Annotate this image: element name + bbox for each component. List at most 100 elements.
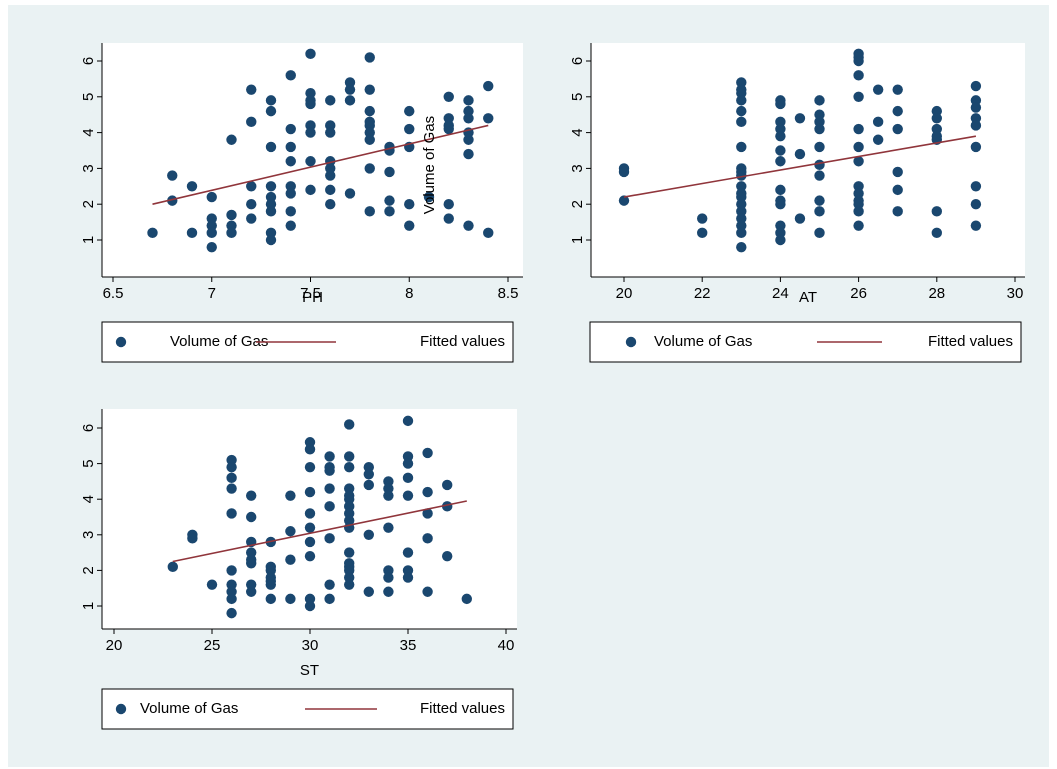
- data-point: [736, 77, 747, 88]
- y-tick-label: 4: [80, 128, 97, 136]
- y-tick-label: 4: [80, 495, 97, 503]
- data-point: [853, 181, 864, 192]
- data-point: [187, 533, 198, 544]
- data-point: [226, 134, 237, 145]
- data-point: [285, 156, 296, 167]
- data-point: [872, 116, 884, 128]
- fitted-line: [623, 135, 977, 198]
- data-point: [206, 220, 217, 231]
- data-point: [226, 593, 237, 605]
- data-point: [324, 579, 335, 590]
- data-point: [226, 472, 237, 484]
- x-tick-label: 7.5: [300, 285, 321, 302]
- data-point: [931, 105, 942, 117]
- data-point: [265, 181, 277, 192]
- data-point: [246, 84, 257, 95]
- y-tick-label: 5: [80, 93, 97, 101]
- data-point: [324, 451, 335, 462]
- data-point: [364, 120, 375, 131]
- data-point: [736, 241, 747, 253]
- data-point: [736, 95, 747, 106]
- data-point: [305, 98, 316, 110]
- data-point: [226, 209, 237, 221]
- data-point: [206, 579, 218, 590]
- y-tick-label: 6: [80, 424, 97, 432]
- data-point: [404, 123, 415, 135]
- data-point: [422, 586, 433, 597]
- data-point: [226, 227, 237, 239]
- data-point: [892, 206, 903, 217]
- data-point: [265, 227, 277, 239]
- data-point: [304, 461, 316, 473]
- data-point: [285, 593, 296, 605]
- data-point: [483, 80, 494, 92]
- data-point: [147, 227, 158, 239]
- data-point: [814, 123, 825, 135]
- y-tick-label: 3: [569, 164, 586, 172]
- data-point: [364, 206, 375, 217]
- data-point: [697, 227, 708, 239]
- data-point: [970, 199, 982, 210]
- data-point: [304, 486, 316, 498]
- legend-label-volume: Volume of Gas: [170, 333, 268, 350]
- data-point: [364, 84, 375, 95]
- data-point: [736, 191, 747, 203]
- data-point: [364, 134, 375, 145]
- legend: Volume of Gas Fitted values: [101, 688, 514, 730]
- data-point: [443, 91, 454, 103]
- y-tick-label: 6: [569, 57, 586, 65]
- data-point: [226, 607, 237, 619]
- data-point: [814, 159, 825, 171]
- y-tick-label: 2: [569, 200, 586, 208]
- data-point: [423, 191, 435, 203]
- data-point: [246, 558, 257, 569]
- data-point: [383, 586, 394, 597]
- data-point: [872, 134, 884, 145]
- data-point: [618, 166, 630, 178]
- data-point: [265, 191, 277, 203]
- data-point: [265, 234, 277, 246]
- data-point: [344, 188, 356, 199]
- data-point: [775, 199, 786, 210]
- data-point: [363, 479, 374, 491]
- x-tick-label: 35: [400, 637, 417, 654]
- data-point: [775, 234, 786, 246]
- data-point: [814, 170, 825, 181]
- data-point: [422, 508, 433, 519]
- data-point: [736, 116, 747, 128]
- x-axis-title: PH: [302, 289, 323, 306]
- legend: Volume of Gas Fitted values: [101, 321, 514, 363]
- data-point: [384, 206, 395, 217]
- x-tick-label: 25: [204, 637, 221, 654]
- data-point: [167, 195, 178, 206]
- data-point: [344, 572, 355, 583]
- y-tick-label: 6: [80, 57, 97, 65]
- data-point: [246, 490, 257, 501]
- data-point: [442, 550, 453, 562]
- data-point: [463, 113, 474, 124]
- data-point: [736, 213, 747, 224]
- data-point: [736, 181, 747, 192]
- data-point: [775, 116, 786, 128]
- data-point: [422, 486, 433, 498]
- data-point: [736, 220, 747, 231]
- x-tick-label: 22: [694, 285, 711, 302]
- data-point: [304, 593, 316, 605]
- y-tick-label: 5: [80, 459, 97, 467]
- data-point: [167, 561, 178, 573]
- data-point: [775, 227, 786, 239]
- data-point: [363, 586, 374, 597]
- data-point: [285, 188, 296, 199]
- data-point: [364, 52, 375, 63]
- data-point: [325, 120, 336, 131]
- data-point: [892, 105, 903, 117]
- legend-label-fitted: Fitted values: [420, 700, 505, 717]
- data-point: [285, 123, 296, 135]
- data-point: [383, 476, 394, 487]
- data-point: [344, 515, 355, 526]
- data-point: [443, 199, 454, 210]
- legend-label-fitted: Fitted values: [420, 333, 505, 350]
- data-point: [814, 206, 825, 217]
- data-point: [422, 533, 433, 544]
